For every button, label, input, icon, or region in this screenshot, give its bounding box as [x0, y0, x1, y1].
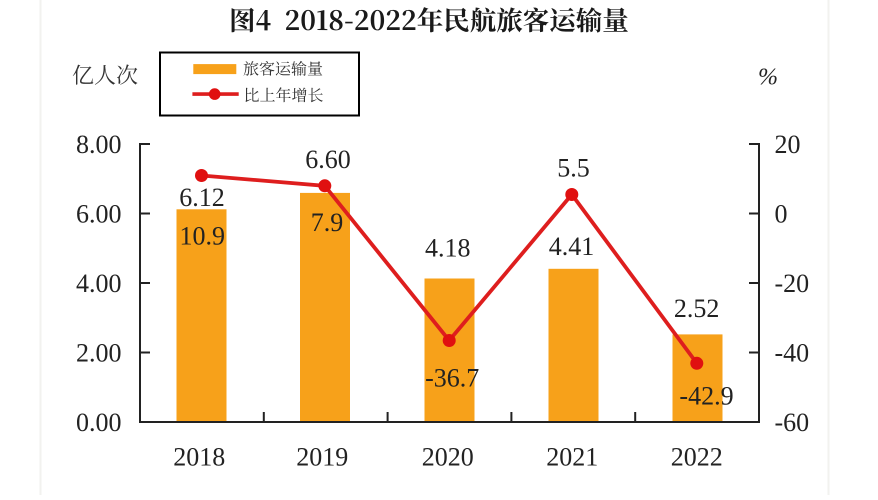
svg-text:0.00: 0.00	[76, 408, 122, 437]
svg-text:6.12: 6.12	[179, 183, 225, 212]
svg-text:2.00: 2.00	[76, 339, 122, 368]
svg-text:-36.7: -36.7	[425, 363, 479, 392]
svg-text:20: 20	[775, 130, 801, 159]
svg-text:0: 0	[775, 200, 788, 229]
svg-text:2022: 2022	[671, 443, 723, 472]
svg-text:2018: 2018	[173, 443, 225, 472]
svg-text:%: %	[758, 65, 778, 91]
svg-text:-60: -60	[775, 408, 810, 437]
svg-text:2020: 2020	[422, 443, 474, 472]
svg-text:5.5: 5.5	[557, 153, 590, 182]
svg-text:2021: 2021	[546, 443, 598, 472]
svg-text:6.00: 6.00	[76, 200, 122, 229]
svg-text:-40: -40	[775, 339, 810, 368]
svg-text:8.00: 8.00	[76, 130, 122, 159]
svg-text:2019: 2019	[296, 443, 348, 472]
svg-text:10.9: 10.9	[180, 222, 226, 251]
svg-text:6.60: 6.60	[305, 145, 351, 174]
svg-text:2.52: 2.52	[674, 294, 720, 323]
svg-text:-20: -20	[775, 269, 810, 298]
svg-text:7.9: 7.9	[311, 208, 344, 237]
svg-text:-42.9: -42.9	[679, 382, 733, 411]
svg-text:4.41: 4.41	[549, 232, 595, 261]
svg-text:4.18: 4.18	[425, 233, 471, 262]
svg-text:4.00: 4.00	[76, 269, 122, 298]
